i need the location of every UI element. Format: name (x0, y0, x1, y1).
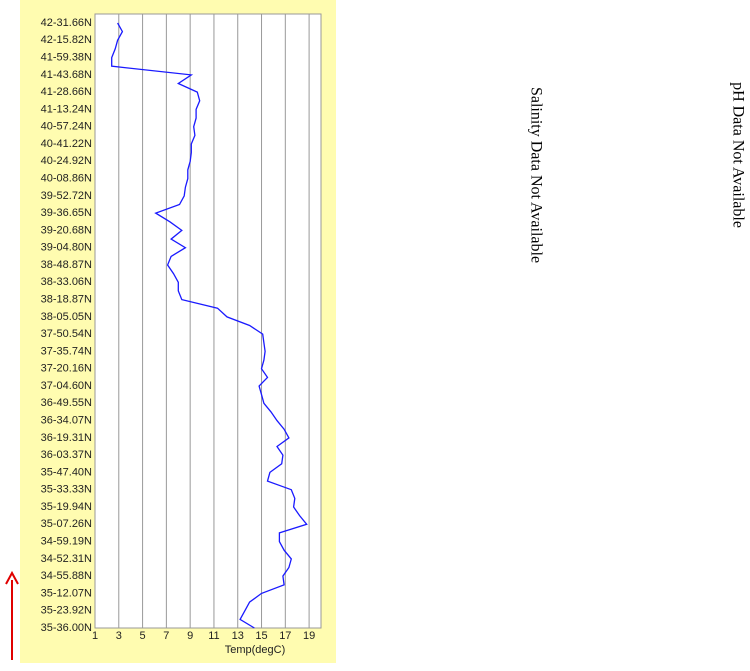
y-tick-label: 36-19.31N (41, 432, 92, 444)
y-tick-label: 35-23.92N (41, 605, 92, 617)
y-tick-label: 37-20.16N (41, 363, 92, 375)
y-tick-label: 37-04.60N (41, 380, 92, 392)
x-tick-label: 17 (279, 630, 291, 642)
y-tick-label: 39-20.68N (41, 224, 92, 236)
x-tick-label: 15 (255, 630, 267, 642)
y-tick-label: 42-15.82N (41, 34, 92, 46)
x-tick-label: 7 (163, 630, 169, 642)
x-tick-label: 19 (303, 630, 315, 642)
x-tick-label: 1 (92, 630, 98, 642)
y-tick-label: 40-57.24N (41, 121, 92, 133)
y-tick-label: 35-47.40N (41, 466, 92, 478)
y-tick-label: 36-34.07N (41, 414, 92, 426)
x-tick-label: 11 (208, 630, 219, 642)
x-tick-label: 3 (116, 630, 122, 642)
y-tick-label: 41-43.68N (41, 69, 92, 81)
y-tick-label: 36-03.37N (41, 449, 92, 461)
y-tick-label: 35-12.07N (41, 587, 92, 599)
y-tick-label: 34-59.19N (41, 535, 92, 547)
y-tick-label: 40-41.22N (41, 138, 92, 150)
y-tick-label: 34-55.88N (41, 570, 92, 582)
y-tick-label: 42-31.66N (41, 17, 92, 29)
plot-area (94, 13, 322, 629)
y-tick-label: 35-33.33N (41, 484, 92, 496)
ph-note: pH Data Not Available (729, 82, 746, 228)
x-tick-label: 5 (140, 630, 146, 642)
arrow-head (5, 570, 19, 585)
y-tick-label: 38-33.06N (41, 276, 92, 288)
y-tick-label: 35-07.26N (41, 518, 92, 530)
x-tick-label: 13 (232, 630, 244, 642)
y-tick-label: 36-49.55N (41, 397, 92, 409)
y-tick-label: 38-05.05N (41, 311, 92, 323)
y-tick-label: 39-52.72N (41, 190, 92, 202)
y-tick-label: 39-04.80N (41, 242, 92, 254)
x-tick-label: 9 (187, 630, 193, 642)
y-tick-label: 37-50.54N (41, 328, 92, 340)
y-tick-label: 41-28.66N (41, 86, 92, 98)
salinity-note: Salinity Data Not Available (527, 87, 544, 263)
y-tick-label: 37-35.74N (41, 345, 92, 357)
y-tick-label: 38-18.87N (41, 293, 92, 305)
y-tick-label: 39-36.65N (41, 207, 92, 219)
y-tick-label: 41-13.24N (41, 103, 92, 115)
y-tick-label: 38-48.87N (41, 259, 92, 271)
y-tick-label: 40-24.92N (41, 155, 92, 167)
x-axis-title: Temp(degC) (225, 644, 286, 656)
y-tick-label: 41-59.38N (41, 51, 92, 63)
y-tick-label: 35-36.00N (41, 622, 92, 634)
y-tick-label: 35-19.94N (41, 501, 92, 513)
temperature-line (111, 22, 308, 629)
y-tick-label: 40-08.86N (41, 172, 92, 184)
y-tick-label: 34-52.31N (41, 553, 92, 565)
